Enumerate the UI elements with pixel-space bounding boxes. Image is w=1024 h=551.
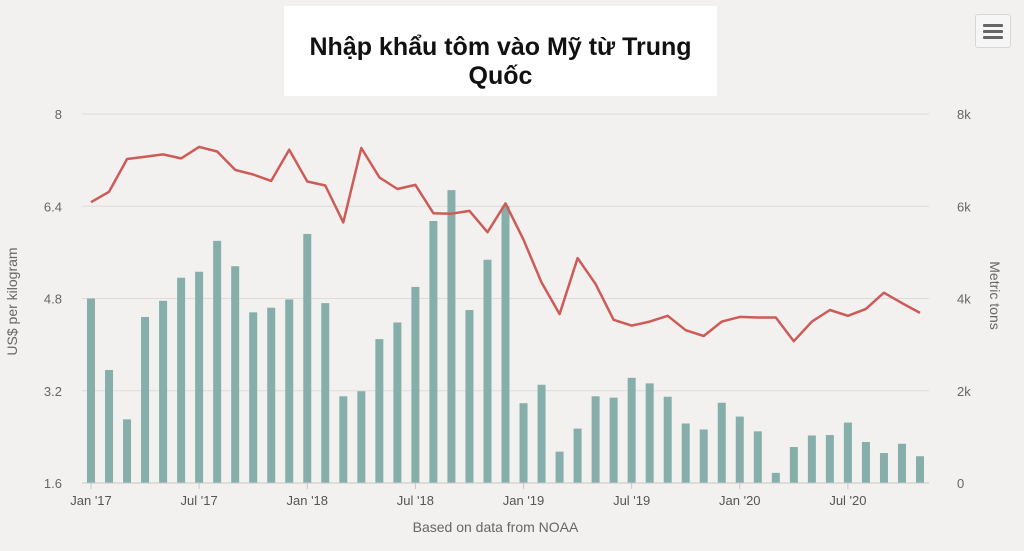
y-right-tick-label: 2k [957, 384, 971, 399]
bar[interactable] [339, 396, 348, 483]
y-left-tick-label: 8 [55, 107, 62, 122]
bar[interactable] [771, 472, 780, 483]
bar[interactable] [141, 316, 150, 483]
bar[interactable] [897, 443, 906, 483]
bar[interactable] [843, 422, 852, 483]
x-tick-label: Jul '20 [829, 493, 866, 508]
bar[interactable] [519, 403, 528, 483]
bar[interactable] [249, 312, 258, 483]
bar[interactable] [393, 322, 402, 483]
hamburger-menu-button[interactable] [975, 14, 1011, 48]
bar[interactable] [123, 419, 132, 483]
bar[interactable] [789, 447, 798, 483]
y-right-tick-label: 6k [957, 199, 971, 214]
bar[interactable] [915, 456, 924, 483]
y-right-axis-title: Metric tons [987, 261, 1003, 329]
y-left-tick-label: 3.2 [44, 384, 62, 399]
x-tick-label: Jul '17 [181, 493, 218, 508]
y-left-tick-label: 1.6 [44, 476, 62, 491]
bar[interactable] [861, 441, 870, 483]
x-tick-label: Jan '18 [287, 493, 329, 508]
menu-icon [983, 24, 1003, 27]
bar[interactable] [411, 286, 420, 483]
bar[interactable] [213, 240, 222, 483]
bar[interactable] [303, 233, 312, 483]
bar[interactable] [429, 221, 438, 483]
chart-title: Nhập khẩu tôm vào Mỹ từ Trung Quốc [309, 33, 692, 90]
bar[interactable] [321, 303, 330, 483]
bar[interactable] [231, 266, 240, 483]
bar[interactable] [375, 339, 384, 483]
bar[interactable] [447, 190, 456, 483]
bar[interactable] [735, 416, 744, 483]
bar[interactable] [591, 396, 600, 483]
x-axis-title: Based on data from NOAA [413, 519, 579, 535]
bar[interactable] [357, 391, 366, 483]
bar[interactable] [717, 402, 726, 483]
bar[interactable] [177, 277, 186, 483]
bar[interactable] [501, 206, 510, 483]
y-left-tick-label: 6.4 [44, 199, 62, 214]
y-right-tick-label: 8k [957, 107, 971, 122]
bar[interactable] [807, 435, 816, 483]
bar[interactable] [753, 431, 762, 483]
x-tick-label: Jan '20 [719, 493, 761, 508]
y-left-tick-label: 4.8 [44, 292, 62, 307]
price-line[interactable] [90, 145, 921, 343]
bar[interactable] [627, 377, 636, 483]
bar[interactable] [267, 307, 276, 483]
bar[interactable] [645, 383, 654, 483]
y-right-tick-label: 4k [957, 292, 971, 307]
bar[interactable] [483, 259, 492, 483]
bar[interactable] [681, 423, 690, 483]
bar[interactable] [825, 435, 834, 483]
bar[interactable] [195, 271, 204, 483]
bar[interactable] [573, 428, 582, 483]
y-right-tick-label: 0 [957, 476, 964, 491]
bar[interactable] [285, 299, 294, 483]
bar[interactable] [699, 429, 708, 483]
bar[interactable] [609, 397, 618, 483]
x-tick-label: Jul '18 [397, 493, 434, 508]
bar[interactable] [105, 369, 114, 483]
bar[interactable] [663, 396, 672, 483]
bar[interactable] [87, 298, 96, 484]
bar[interactable] [537, 384, 546, 483]
x-tick-label: Jan '17 [70, 493, 112, 508]
title-background [284, 6, 717, 96]
x-tick-label: Jul '19 [613, 493, 650, 508]
bar[interactable] [465, 310, 474, 483]
bar[interactable] [159, 300, 168, 483]
bar[interactable] [555, 451, 564, 483]
x-tick-label: Jan '19 [503, 493, 545, 508]
bar[interactable] [879, 453, 888, 483]
y-left-axis-title: US$ per kilogram [4, 247, 20, 355]
